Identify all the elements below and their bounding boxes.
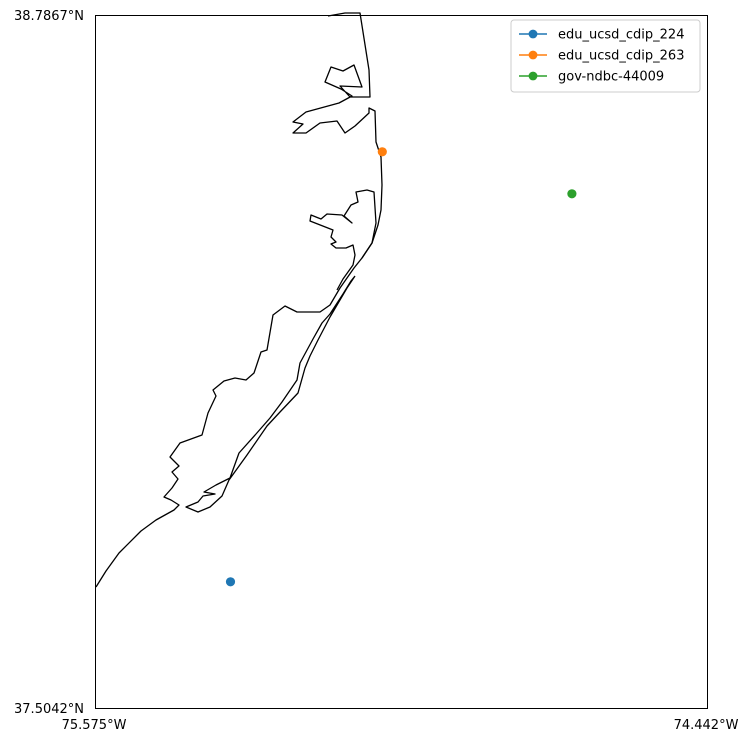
x-tick-label-right: 74.442°W [674, 718, 739, 733]
axis-labels: 38.7867°N 37.5042°N 75.575°W 74.442°W [14, 9, 739, 733]
station-point-gov-ndbc-44009 [567, 189, 577, 199]
y-tick-label-top: 38.7867°N [14, 9, 84, 24]
legend-entries: edu_ucsd_cdip_224 edu_ucsd_cdip_263 gov-nd… [519, 28, 684, 85]
legend-marker-gov-ndbc-44009 [528, 71, 538, 81]
legend: edu_ucsd_cdip_224 edu_ucsd_cdip_263 gov-nd… [510, 19, 701, 93]
legend-label-edu-ucsd-cdip-263: edu_ucsd_cdip_263 [558, 49, 684, 64]
legend-label-edu-ucsd-cdip-224: edu_ucsd_cdip_224 [558, 28, 684, 43]
plot-frame [95, 15, 708, 709]
coastline-lagoon [309, 189, 377, 291]
station-point-edu-ucsd-cdip-224 [225, 577, 236, 587]
legend-marker-edu-ucsd-cdip-263 [528, 50, 538, 60]
x-tick-label-left: 75.575°W [62, 718, 127, 733]
coastline-barrier-island [185, 275, 356, 513]
station-point-edu-ucsd-cdip-263 [377, 147, 387, 157]
legend-box [510, 19, 701, 93]
y-tick-label-bottom: 37.5042°N [14, 702, 84, 717]
points-layer [225, 147, 577, 587]
plot-area [95, 12, 708, 709]
legend-marker-edu-ucsd-cdip-224 [528, 29, 538, 39]
legend-label-gov-ndbc-44009: gov-ndbc-44009 [558, 70, 664, 85]
